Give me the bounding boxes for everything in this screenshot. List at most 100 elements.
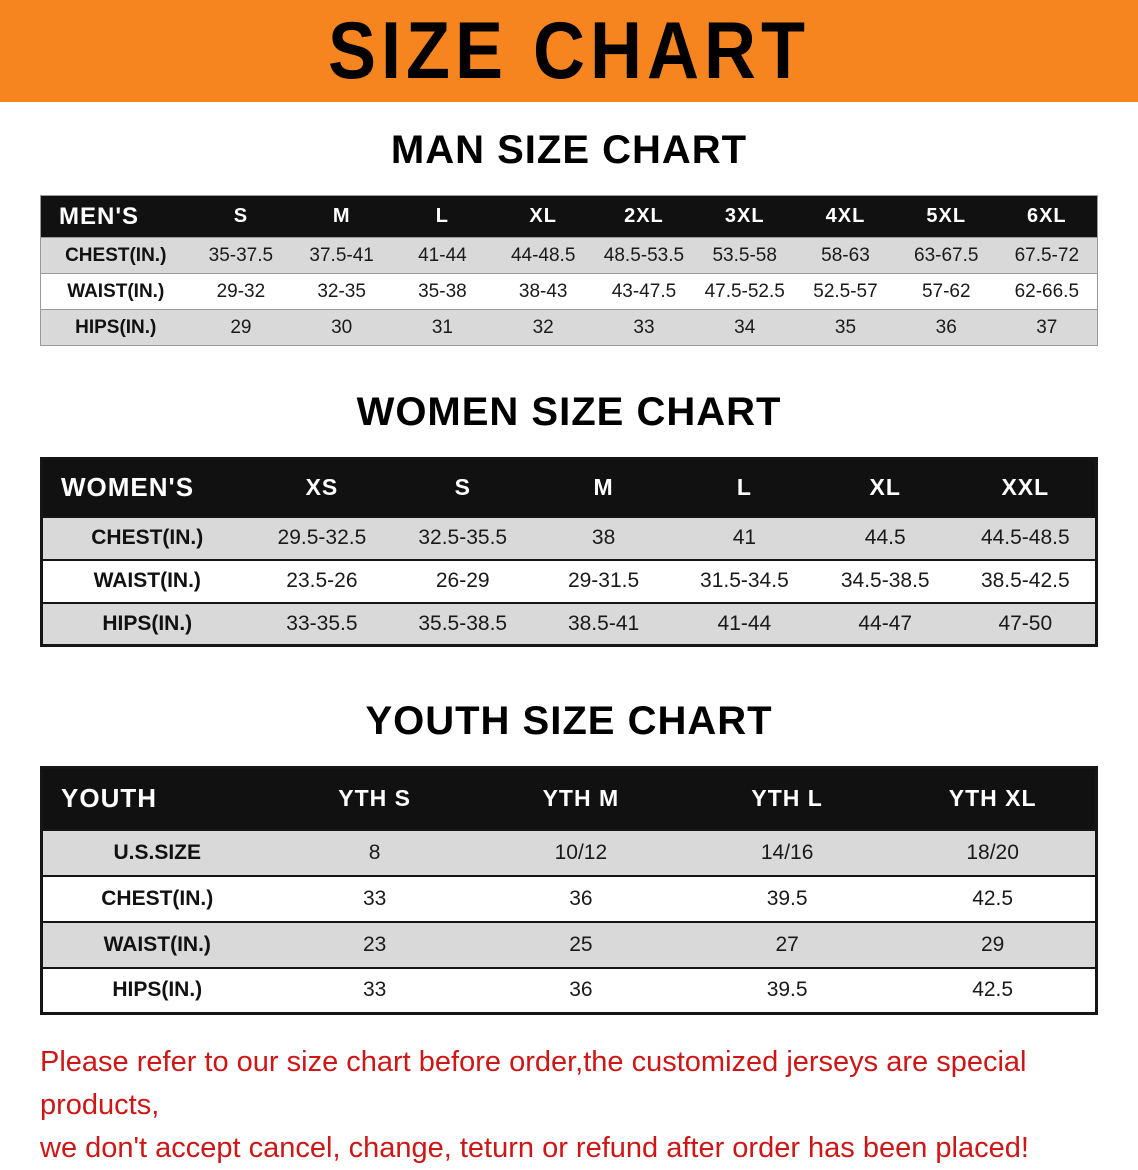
men-table-label: MEN'S (40, 195, 191, 238)
header-row: YOUTH YTH S YTH M YTH L YTH XL (41, 767, 1097, 830)
row-label: WAIST(IN.) (41, 558, 252, 603)
row-label: WAIST(IN.) (41, 920, 272, 968)
column-header: L (673, 458, 815, 517)
table-row: WAIST(IN.) 29-32 32-35 35-38 38-43 43-47.5 47.… (40, 273, 1098, 310)
column-header: S (392, 458, 534, 517)
size-value-cell: 35 (795, 309, 896, 346)
column-header: XL (814, 458, 956, 517)
size-value-cell: 36 (477, 966, 684, 1014)
youth-section-heading: YOUTH SIZE CHART (365, 699, 773, 743)
size-value-cell: 36 (895, 309, 997, 346)
size-value-cell: 44-48.5 (492, 237, 594, 274)
size-value-cell: 32.5-35.5 (392, 515, 534, 560)
row-label: WAIST(IN.) (40, 273, 191, 310)
column-header: M (533, 458, 674, 517)
size-value-cell: 58-63 (795, 237, 896, 274)
size-value-cell: 29-32 (190, 273, 292, 310)
size-value-cell: 29 (890, 920, 1097, 968)
men-size-table: MEN'S S M L XL 2XL 3XL 4XL 5XL 6XL CHEST(IN.) 35-37… (40, 195, 1098, 346)
column-header: L (392, 195, 493, 238)
size-value-cell: 57-62 (895, 273, 997, 310)
men-section-heading: MAN SIZE CHART (390, 128, 748, 172)
size-value-cell: 53.5-58 (694, 237, 796, 274)
size-value-cell: 62-66.5 (996, 273, 1098, 310)
size-value-cell: 37 (996, 309, 1098, 346)
column-header: M (291, 195, 393, 238)
size-value-cell: 38-43 (492, 273, 594, 310)
table-row: CHEST(IN.) 29.5-32.5 32.5-35.5 38 41 44.5 44.5… (41, 515, 1097, 560)
disclaimer: Please refer to our size chart before or… (40, 1041, 1138, 1170)
size-value-cell: 36 (477, 874, 684, 922)
size-value-cell: 29-31.5 (533, 558, 674, 603)
table-row: CHEST(IN.) 33 36 39.5 42.5 (41, 874, 1097, 922)
size-value-cell: 32-35 (291, 273, 393, 310)
column-header: 5XL (895, 195, 997, 238)
section-men: MAN SIZE CHART MEN'S S M L XL 2XL 3XL 4XL 5XL 6XL C… (0, 128, 1138, 346)
size-value-cell: 47.5-52.5 (694, 273, 796, 310)
size-value-cell: 33 (271, 874, 478, 922)
size-value-cell: 34.5-38.5 (814, 558, 956, 603)
table-row: HIPS(IN.) 29 30 31 32 33 34 35 36 37 (40, 309, 1098, 346)
size-value-cell: 42.5 (890, 874, 1097, 922)
column-header: 4XL (795, 195, 896, 238)
row-label: U.S.SIZE (41, 828, 272, 876)
size-value-cell: 39.5 (684, 874, 891, 922)
size-value-cell: 48.5-53.5 (593, 237, 695, 274)
column-header: YTH S (271, 767, 478, 830)
size-value-cell: 31 (392, 309, 493, 346)
header-row: WOMEN'S XS S M L XL XXL (41, 458, 1097, 517)
column-header: XS (251, 458, 393, 517)
size-value-cell: 33 (271, 966, 478, 1014)
column-header: S (190, 195, 292, 238)
table-row: CHEST(IN.) 35-37.5 37.5-41 41-44 44-48.5 48.5… (40, 237, 1098, 274)
table-row: WAIST(IN.) 23 25 27 29 (41, 920, 1097, 968)
size-value-cell: 38.5-42.5 (955, 558, 1097, 603)
size-value-cell: 52.5-57 (795, 273, 896, 310)
table-row: HIPS(IN.) 33 36 39.5 42.5 (41, 966, 1097, 1014)
size-value-cell: 38.5-41 (533, 601, 674, 646)
size-value-cell: 39.5 (684, 966, 891, 1014)
size-value-cell: 10/12 (477, 828, 684, 876)
size-value-cell: 43-47.5 (593, 273, 695, 310)
table-row: WAIST(IN.) 23.5-26 26-29 29-31.5 31.5-34.5 34… (41, 558, 1097, 603)
size-value-cell: 23.5-26 (251, 558, 393, 603)
size-value-cell: 29.5-32.5 (251, 515, 393, 560)
column-header: YTH M (477, 767, 684, 830)
page-title: SIZE CHART (328, 6, 810, 96)
column-header: YTH XL (890, 767, 1097, 830)
column-header: 2XL (593, 195, 695, 238)
row-label: CHEST(IN.) (40, 237, 191, 274)
row-label: CHEST(IN.) (41, 874, 272, 922)
size-value-cell: 37.5-41 (291, 237, 393, 274)
column-header: YTH L (684, 767, 891, 830)
table-row: HIPS(IN.) 33-35.5 35.5-38.5 38.5-41 41-44 44-… (41, 601, 1097, 646)
size-value-cell: 41-44 (392, 237, 493, 274)
size-value-cell: 35-38 (392, 273, 493, 310)
size-value-cell: 33-35.5 (251, 601, 393, 646)
size-value-cell: 32 (492, 309, 594, 346)
column-header: 6XL (996, 195, 1098, 238)
column-header: XXL (955, 458, 1097, 517)
size-value-cell: 33 (593, 309, 695, 346)
row-label: HIPS(IN.) (41, 601, 252, 646)
women-section-heading: WOMEN SIZE CHART (356, 390, 782, 434)
size-value-cell: 23 (271, 920, 478, 968)
size-value-cell: 44.5-48.5 (955, 515, 1097, 560)
size-value-cell: 27 (684, 920, 891, 968)
size-value-cell: 31.5-34.5 (673, 558, 815, 603)
size-value-cell: 47-50 (955, 601, 1097, 646)
column-header: 3XL (694, 195, 796, 238)
size-value-cell: 34 (694, 309, 796, 346)
size-value-cell: 26-29 (392, 558, 534, 603)
size-value-cell: 41-44 (673, 601, 815, 646)
header-row: MEN'S S M L XL 2XL 3XL 4XL 5XL 6XL (40, 195, 1098, 238)
table-row: U.S.SIZE 8 10/12 14/16 18/20 (41, 828, 1097, 876)
size-value-cell: 25 (477, 920, 684, 968)
size-value-cell: 30 (291, 309, 393, 346)
size-value-cell: 41 (673, 515, 815, 560)
row-label: HIPS(IN.) (41, 966, 272, 1014)
size-value-cell: 8 (271, 828, 478, 876)
size-chart-sections: MAN SIZE CHART MEN'S S M L XL 2XL 3XL 4XL 5XL 6XL C… (0, 128, 1138, 1015)
disclaimer-line-1: Please refer to our size chart before or… (40, 1046, 1027, 1121)
